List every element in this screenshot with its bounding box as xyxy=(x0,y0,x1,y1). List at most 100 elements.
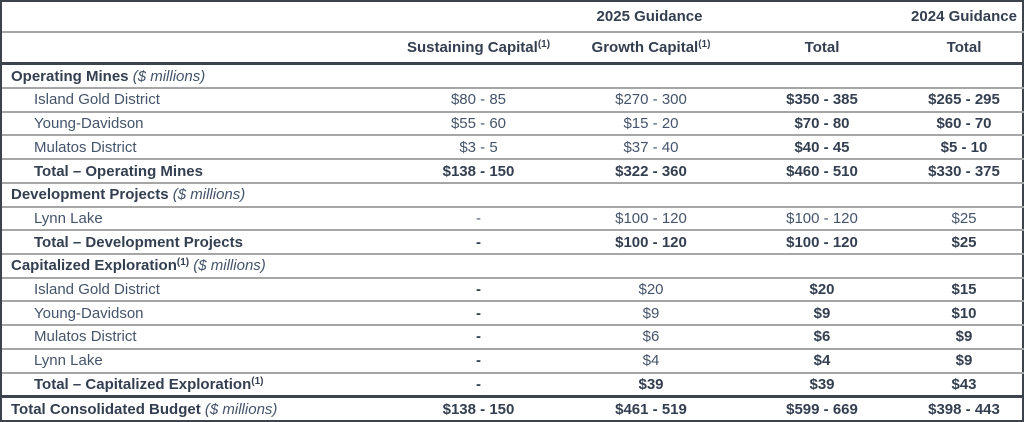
value-cell xyxy=(902,181,1024,207)
column-header-label: Growth Capital xyxy=(591,39,699,57)
value-cell: $20 xyxy=(742,276,902,302)
value-cell: $461 - 519 xyxy=(560,395,742,420)
unit-label: ($ millions) xyxy=(169,186,246,203)
value-cell xyxy=(742,62,902,89)
value-cell xyxy=(742,253,902,278)
value-cell: $322 - 360 xyxy=(560,158,742,183)
table-row-total: Total – Operating Mines $138 - 150 $322 - … xyxy=(2,158,1024,183)
value-cell: $5 - 10 xyxy=(902,134,1024,160)
value-cell: $599 - 669 xyxy=(742,395,902,420)
value-cell: $40 - 45 xyxy=(742,134,902,160)
value-cell: - xyxy=(397,205,560,231)
value-cell: $138 - 150 xyxy=(397,395,560,420)
unit-label: ($ millions) xyxy=(189,257,266,274)
empty-corner-cell xyxy=(2,2,397,32)
table-row-section: Operating Mines ($ millions) xyxy=(2,62,1024,89)
value-cell: $37 - 40 xyxy=(560,134,742,160)
value-cell: $25 xyxy=(902,205,1024,231)
value-cell xyxy=(397,253,560,278)
value-cell xyxy=(560,62,742,89)
value-cell: $43 xyxy=(902,371,1024,397)
row-label-cell: Mulatos District xyxy=(2,324,397,349)
row-label: Mulatos District xyxy=(34,138,137,156)
value-cell: $39 xyxy=(560,371,742,397)
table-row-section: Capitalized Exploration(1) ($ millions) xyxy=(2,253,1024,278)
row-label-cell: Lynn Lake xyxy=(2,347,397,373)
value-cell: $25 xyxy=(902,229,1024,254)
table-row-item: Lynn Lake - $4 $4 $9 xyxy=(2,347,1024,373)
value-cell: $55 - 60 xyxy=(397,110,560,136)
row-label: Island Gold District xyxy=(34,91,160,109)
row-label-cell: Mulatos District xyxy=(2,134,397,160)
value-cell: - xyxy=(397,324,560,349)
value-cell: $3 - 5 xyxy=(397,134,560,160)
value-cell xyxy=(560,253,742,278)
row-label: Total – Operating Mines xyxy=(34,162,203,180)
unit-label: ($ millions) xyxy=(129,68,206,85)
column-header-total-2024: Total xyxy=(902,30,1024,64)
value-cell: $70 - 80 xyxy=(742,110,902,136)
value-cell: $4 xyxy=(560,347,742,373)
value-cell: $100 - 120 xyxy=(560,205,742,231)
table-row-item: Island Gold District $80 - 85 $270 - 300 $3… xyxy=(2,87,1024,112)
value-cell: $350 - 385 xyxy=(742,87,902,112)
value-cell: $10 xyxy=(902,300,1024,326)
empty-corner-cell xyxy=(2,30,397,64)
row-label: Lynn Lake xyxy=(34,352,103,370)
footnote-superscript: (1) xyxy=(698,39,711,51)
table-row-grand-total: Total Consolidated Budget ($ millions) $1… xyxy=(2,395,1024,420)
column-header-label: Sustaining Capital xyxy=(406,39,538,57)
row-label: Total Consolidated Budget xyxy=(11,400,201,418)
table-row-item: Mulatos District - $6 $6 $9 xyxy=(2,324,1024,349)
column-header-label: Total xyxy=(946,39,982,57)
row-label-cell: Total Consolidated Budget ($ millions) xyxy=(2,395,397,420)
value-cell: $39 xyxy=(742,371,902,397)
value-cell xyxy=(742,181,902,207)
row-label: Capitalized Exploration xyxy=(11,257,177,275)
value-cell: $100 - 120 xyxy=(742,205,902,231)
value-cell: $9 xyxy=(902,324,1024,349)
value-cell: $15 - 20 xyxy=(560,110,742,136)
row-label-cell: Development Projects ($ millions) xyxy=(2,181,397,207)
value-cell xyxy=(902,253,1024,278)
header-2025-guidance: 2025 Guidance xyxy=(596,7,703,25)
row-label-cell: Island Gold District xyxy=(2,276,397,302)
value-cell: $20 xyxy=(560,276,742,302)
table-row-item: Young-Davidson - $9 $9 $10 xyxy=(2,300,1024,326)
row-label-cell: Island Gold District xyxy=(2,87,397,112)
value-cell: $80 - 85 xyxy=(397,87,560,112)
value-cell: $330 - 375 xyxy=(902,158,1024,183)
value-cell: - xyxy=(397,276,560,302)
value-cell xyxy=(397,181,560,207)
value-cell: - xyxy=(397,229,560,254)
table-row-section: Development Projects ($ millions) xyxy=(2,181,1024,207)
footnote-superscript: (1) xyxy=(176,257,190,269)
row-label-cell: Total – Capitalized Exploration(1) xyxy=(2,371,397,397)
row-label: Total – Capitalized Exploration xyxy=(34,375,252,393)
row-label: Total – Development Projects xyxy=(34,233,243,251)
row-label: Island Gold District xyxy=(34,281,160,299)
value-cell: $100 - 120 xyxy=(560,229,742,254)
row-label-cell: Lynn Lake xyxy=(2,205,397,231)
unit-text: ($ millions) xyxy=(193,257,266,275)
value-cell: $138 - 150 xyxy=(397,158,560,183)
value-cell: $398 - 443 xyxy=(902,395,1024,420)
value-cell: $270 - 300 xyxy=(560,87,742,112)
value-cell: $15 xyxy=(902,276,1024,302)
table-row-item: Young-Davidson $55 - 60 $15 - 20 $70 - 80 $6… xyxy=(2,110,1024,136)
unit-text: ($ millions) xyxy=(132,67,206,85)
column-header-total-2025: Total xyxy=(742,30,902,64)
header-2024-guidance: 2024 Guidance xyxy=(911,7,1017,25)
column-header-sustaining-capital: Sustaining Capital(1) xyxy=(397,30,560,64)
unit-text: ($ millions) xyxy=(172,186,246,204)
row-label: Operating Mines xyxy=(11,67,129,85)
row-label-cell: Total – Operating Mines xyxy=(2,158,397,183)
row-label-cell: Young-Davidson xyxy=(2,300,397,326)
row-label-cell: Young-Davidson xyxy=(2,110,397,136)
row-label: Mulatos District xyxy=(34,328,137,346)
row-label: Young-Davidson xyxy=(34,115,144,133)
value-cell: $9 xyxy=(560,300,742,326)
column-header-row: Sustaining Capital(1) Growth Capital(1) … xyxy=(2,30,1024,64)
row-label-cell: Operating Mines ($ millions) xyxy=(2,62,397,89)
row-label: Young-Davidson xyxy=(34,304,144,322)
